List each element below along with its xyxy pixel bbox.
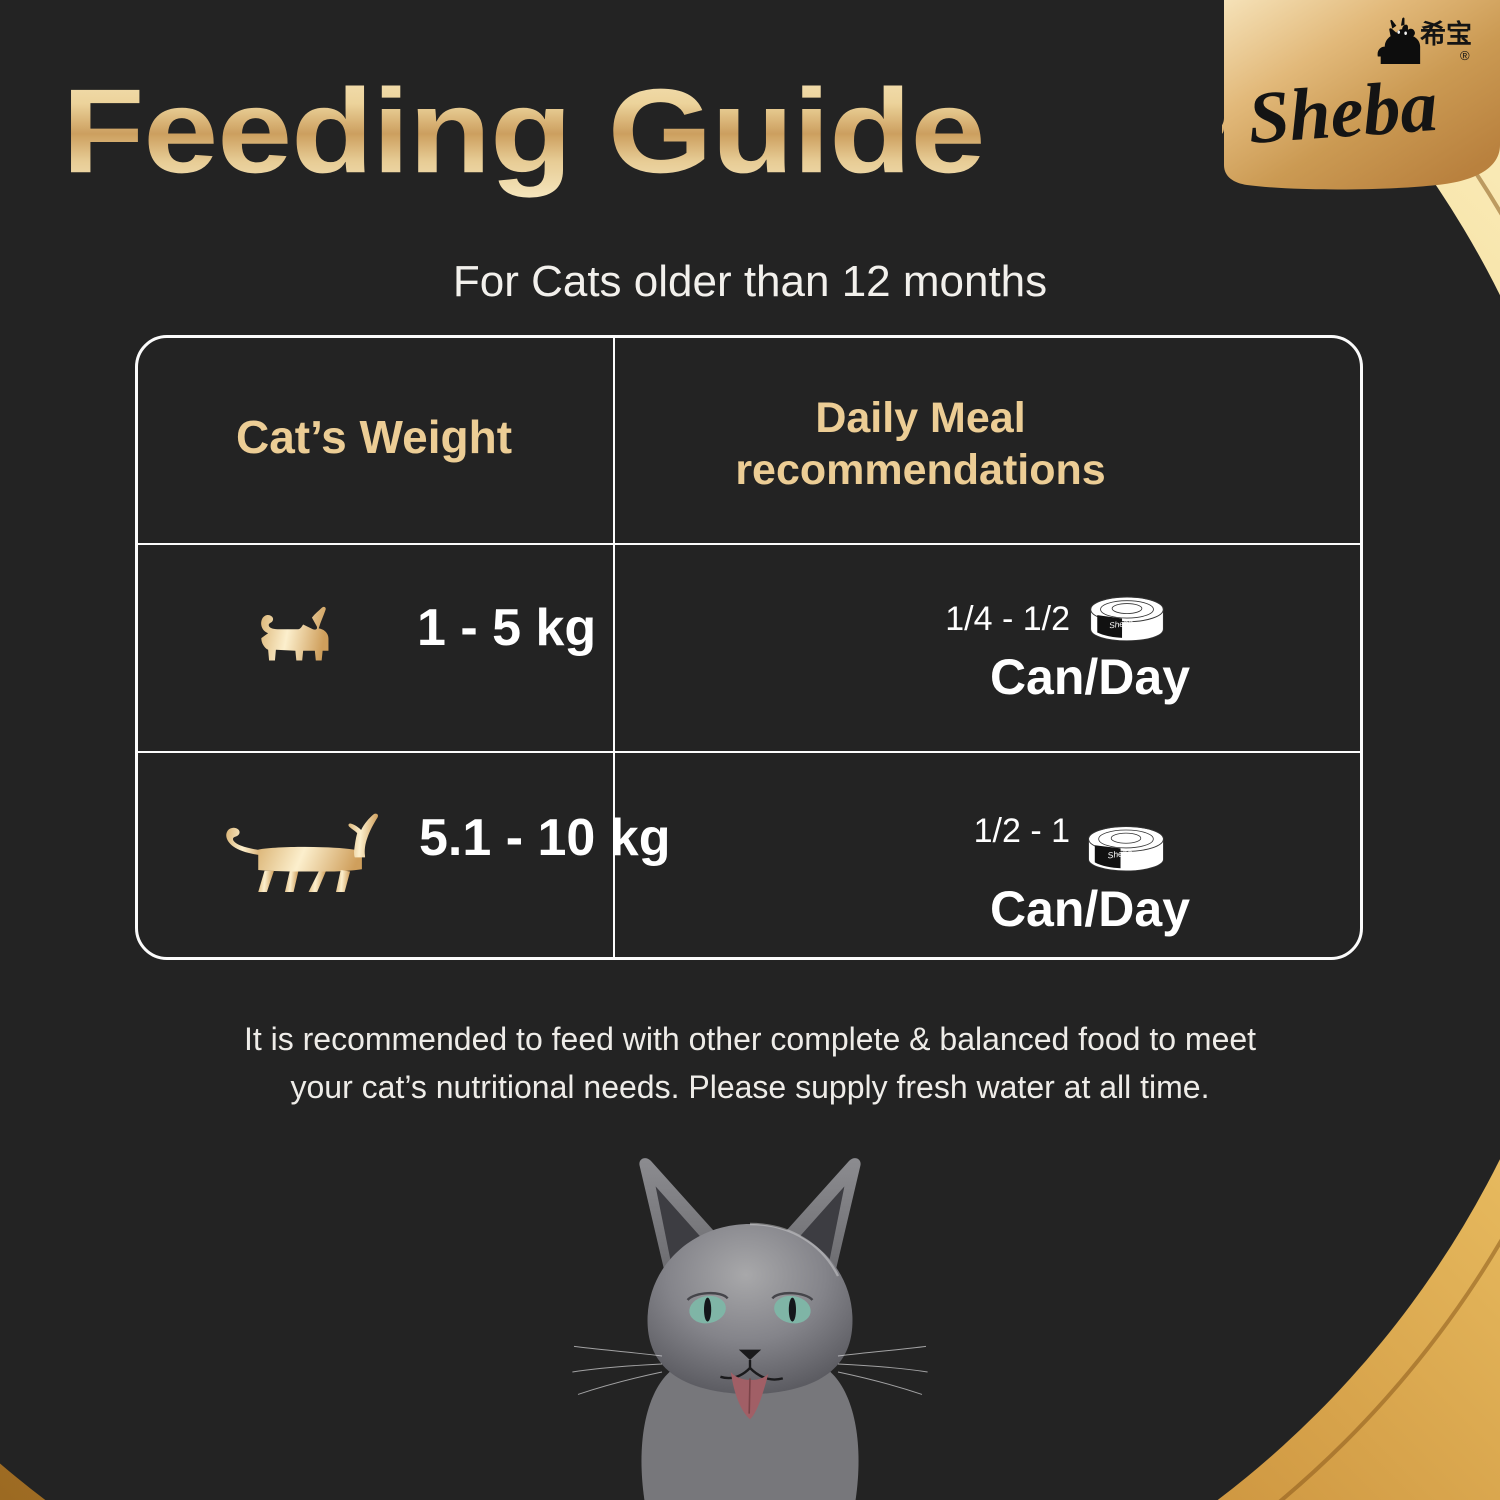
- svg-text:希宝: 希宝: [1420, 19, 1472, 49]
- svg-text:Sheba: Sheba: [1245, 65, 1439, 160]
- svg-text:®: ®: [1460, 48, 1470, 63]
